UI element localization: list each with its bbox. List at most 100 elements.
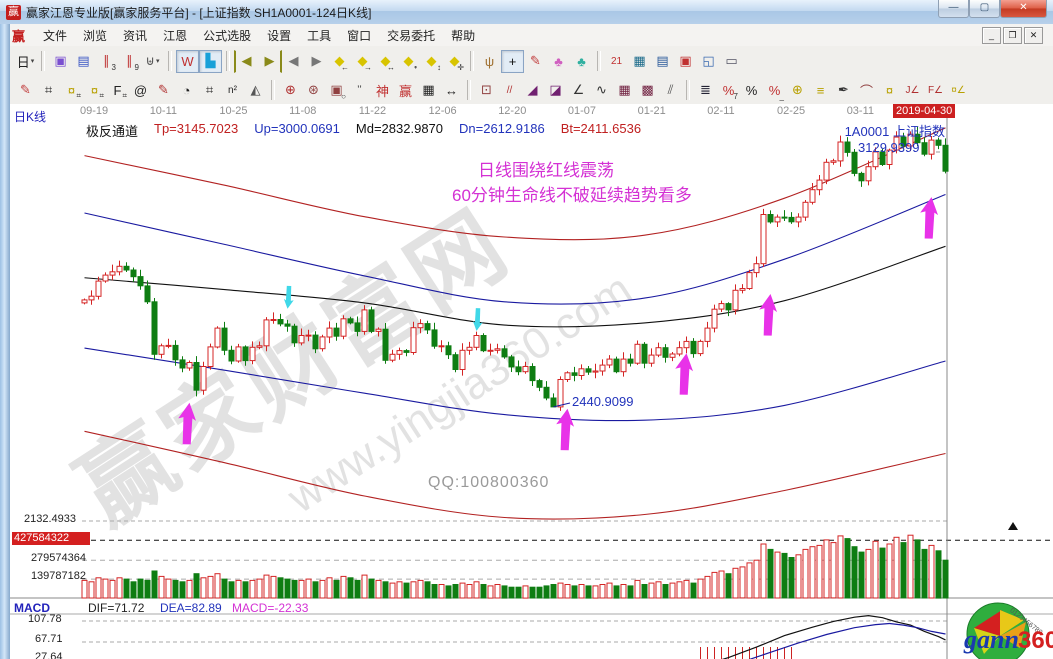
angle-mirror-icon[interactable]: ◭ [250, 82, 261, 97]
legend-dn: Dn=2612.9186 [459, 121, 545, 136]
title-bar[interactable]: 赢 赢家江恩专业版[赢家服务平台] - [上证指数 SH1A0001-124日K… [0, 0, 1053, 25]
menu-item-6[interactable]: 工具 [307, 28, 332, 43]
print-icon[interactable]: ▭ [725, 53, 738, 68]
x-tick-3: 11-08 [289, 105, 317, 117]
close-button[interactable]: ✕ [1000, 0, 1047, 18]
menu-item-9[interactable]: 帮助 [451, 28, 476, 43]
kline-chart[interactable] [10, 106, 1053, 659]
price-grid-icon[interactable]: ⌗ [205, 82, 214, 97]
zoom-shift-right-icon[interactable]: ◆ → [357, 53, 373, 72]
time-grid-icon[interactable]: ⌗ [44, 82, 53, 97]
percent-tool-icon[interactable]: % [745, 82, 758, 98]
strategy-pink-icon[interactable]: ♣ [554, 53, 563, 69]
zoom-expand-h-icon[interactable]: ◆ ↔ [380, 53, 396, 72]
gold-tool-icon[interactable]: ¤ [885, 82, 894, 98]
menu-item-3[interactable]: 江恩 [163, 28, 188, 43]
wave-tool-icon[interactable]: ∿ [596, 82, 607, 97]
circle-square-icon[interactable]: ▣ ○ [330, 82, 346, 101]
ink-dart-icon[interactable]: ✒ [838, 82, 849, 97]
quote-list-icon[interactable]: ▤ [77, 53, 90, 68]
shaded-box-icon[interactable]: ◪ [549, 82, 562, 97]
nav-first-icon[interactable]: ◀ [234, 49, 258, 73]
fan-lines-icon[interactable]: // [506, 84, 513, 96]
nav-next-icon[interactable]: ▶ [311, 53, 322, 68]
shen-tool-icon[interactable]: 神 [375, 83, 389, 99]
marked-high-label: 3129.9399 [858, 140, 920, 155]
export-image-icon[interactable]: ◱ [702, 53, 715, 68]
j-angle-icon[interactable]: J∠ [905, 84, 920, 96]
zoom-expand-all-icon[interactable]: ◆ ✛ [449, 53, 465, 72]
ruler-grid-icon[interactable]: ▦ [422, 82, 435, 97]
child-close-button[interactable]: ✕ [1024, 27, 1043, 44]
gann-wheel-icon[interactable]: ⊛ [308, 82, 319, 97]
left-panel-strip[interactable] [0, 24, 10, 659]
minute-3-kline-icon[interactable]: ∥ 3 [103, 53, 116, 72]
legend-bt: Bt=2411.6536 [560, 121, 642, 136]
price-axis-label: 2132.4933 [24, 513, 76, 525]
percent-line-icon[interactable]: % _ [768, 82, 784, 101]
gold-angle-icon[interactable]: ¤∠ [951, 84, 966, 96]
fib-grid-icon[interactable]: F ⌗ [113, 82, 127, 100]
percent-retrace-icon[interactable]: % 7 [722, 82, 738, 101]
gold-circle-icon[interactable]: ⊕ [792, 82, 803, 97]
save-icon[interactable]: ▣ [679, 53, 692, 68]
crosshair-icon[interactable]: + [501, 49, 524, 73]
minimize-button[interactable]: — [938, 0, 969, 18]
indicator-flask-icon[interactable]: ⊎ ▾ [145, 53, 160, 68]
period-day-selector-icon[interactable]: 日 ▾ [16, 54, 35, 70]
zoom-shift-left-icon[interactable]: ◆ ← [334, 53, 350, 72]
child-restore-button[interactable]: ❐ [1003, 27, 1022, 44]
dark-grid-a-icon[interactable]: ▦ [618, 82, 631, 97]
spiral-tool-icon[interactable]: @ [133, 82, 148, 98]
quote-panel-icon[interactable]: ≣ [700, 82, 711, 97]
angle-pen-icon[interactable]: ∠ [572, 82, 585, 97]
menu-item-7[interactable]: 窗口 [347, 28, 372, 43]
gold-grid-a-icon[interactable]: ¤ ⌗ [67, 82, 81, 100]
n-square-icon[interactable]: n² [228, 84, 237, 96]
period-label: 日K线 [14, 110, 47, 124]
jifan-channel-icon[interactable]: W [176, 49, 199, 73]
zoom-shrink-v-icon[interactable]: ◆ ↕ [426, 53, 442, 72]
x-tick-5: 12-06 [428, 105, 457, 117]
pan-hand-icon[interactable]: ψ [484, 53, 495, 69]
box-measure-icon[interactable]: ⊡ [481, 82, 492, 97]
menu-item-5[interactable]: 设置 [267, 28, 292, 43]
menu-item-1[interactable]: 浏览 [83, 28, 108, 43]
nav-last-icon[interactable]: ▶ [258, 49, 282, 73]
gold-grid-b-icon[interactable]: ¤ ⌗ [90, 82, 104, 100]
color-histogram-icon[interactable]: ▙ [199, 49, 222, 73]
legend-indicator-name: 极反通道 [86, 124, 139, 139]
trend-pen-icon[interactable]: ✎ [530, 53, 541, 68]
child-minimize-button[interactable]: _ [982, 27, 1001, 44]
arc-wave-icon[interactable]: ⌒ [859, 83, 873, 99]
shaded-fan-icon[interactable]: ◢ [527, 82, 538, 97]
ying-tool-icon[interactable]: 赢 [398, 83, 412, 99]
menu-item-2[interactable]: 资讯 [123, 28, 148, 43]
menu-logo-icon: 赢 [12, 28, 26, 44]
menu-item-8[interactable]: 交易委托 [387, 28, 436, 43]
nav-prev-icon[interactable]: ◀ [288, 53, 299, 68]
slash-lines-icon[interactable]: ⫽ [667, 82, 674, 97]
clock-cycle-icon[interactable]: ◔ [182, 82, 191, 98]
zoom-shrink-h-icon[interactable]: ◆ ᛭ [403, 53, 419, 72]
gold-lines-icon[interactable]: ≡ [816, 82, 825, 98]
volume-axis-low: 139787182 [30, 570, 86, 582]
macd-title: MACD [14, 601, 50, 615]
dark-grid-b-icon[interactable]: ▩ [641, 82, 654, 97]
dart-tool-icon[interactable]: ✎ [158, 82, 169, 97]
screen-view-icon[interactable]: ▣ [54, 53, 67, 68]
maximize-button[interactable]: ▢ [969, 0, 1000, 18]
quote-mark-tool-icon[interactable]: ʼʼ [357, 84, 362, 96]
calculator-icon[interactable]: ▦ [633, 53, 646, 68]
menu-item-4[interactable]: 公式选股 [203, 28, 252, 43]
h-measure-icon[interactable]: ↔ [445, 82, 458, 98]
menu-item-0[interactable]: 文件 [43, 28, 68, 43]
chart-region[interactable]: 赢家财富网 www.yingjia360.com QQ:100800360 09… [10, 104, 1053, 659]
minute-9-kline-icon[interactable]: ∥ 9 [126, 53, 139, 72]
strategy-green-icon[interactable]: ♣ [577, 53, 586, 69]
draw-brush-icon[interactable]: ✎ [20, 82, 31, 97]
trade-diary-icon[interactable]: ▤ [656, 53, 669, 68]
calendar-icon[interactable]: 21 [610, 55, 623, 67]
gann-circle-icon[interactable]: ⊕ [285, 82, 296, 97]
f-angle-icon[interactable]: F∠ [927, 84, 944, 96]
